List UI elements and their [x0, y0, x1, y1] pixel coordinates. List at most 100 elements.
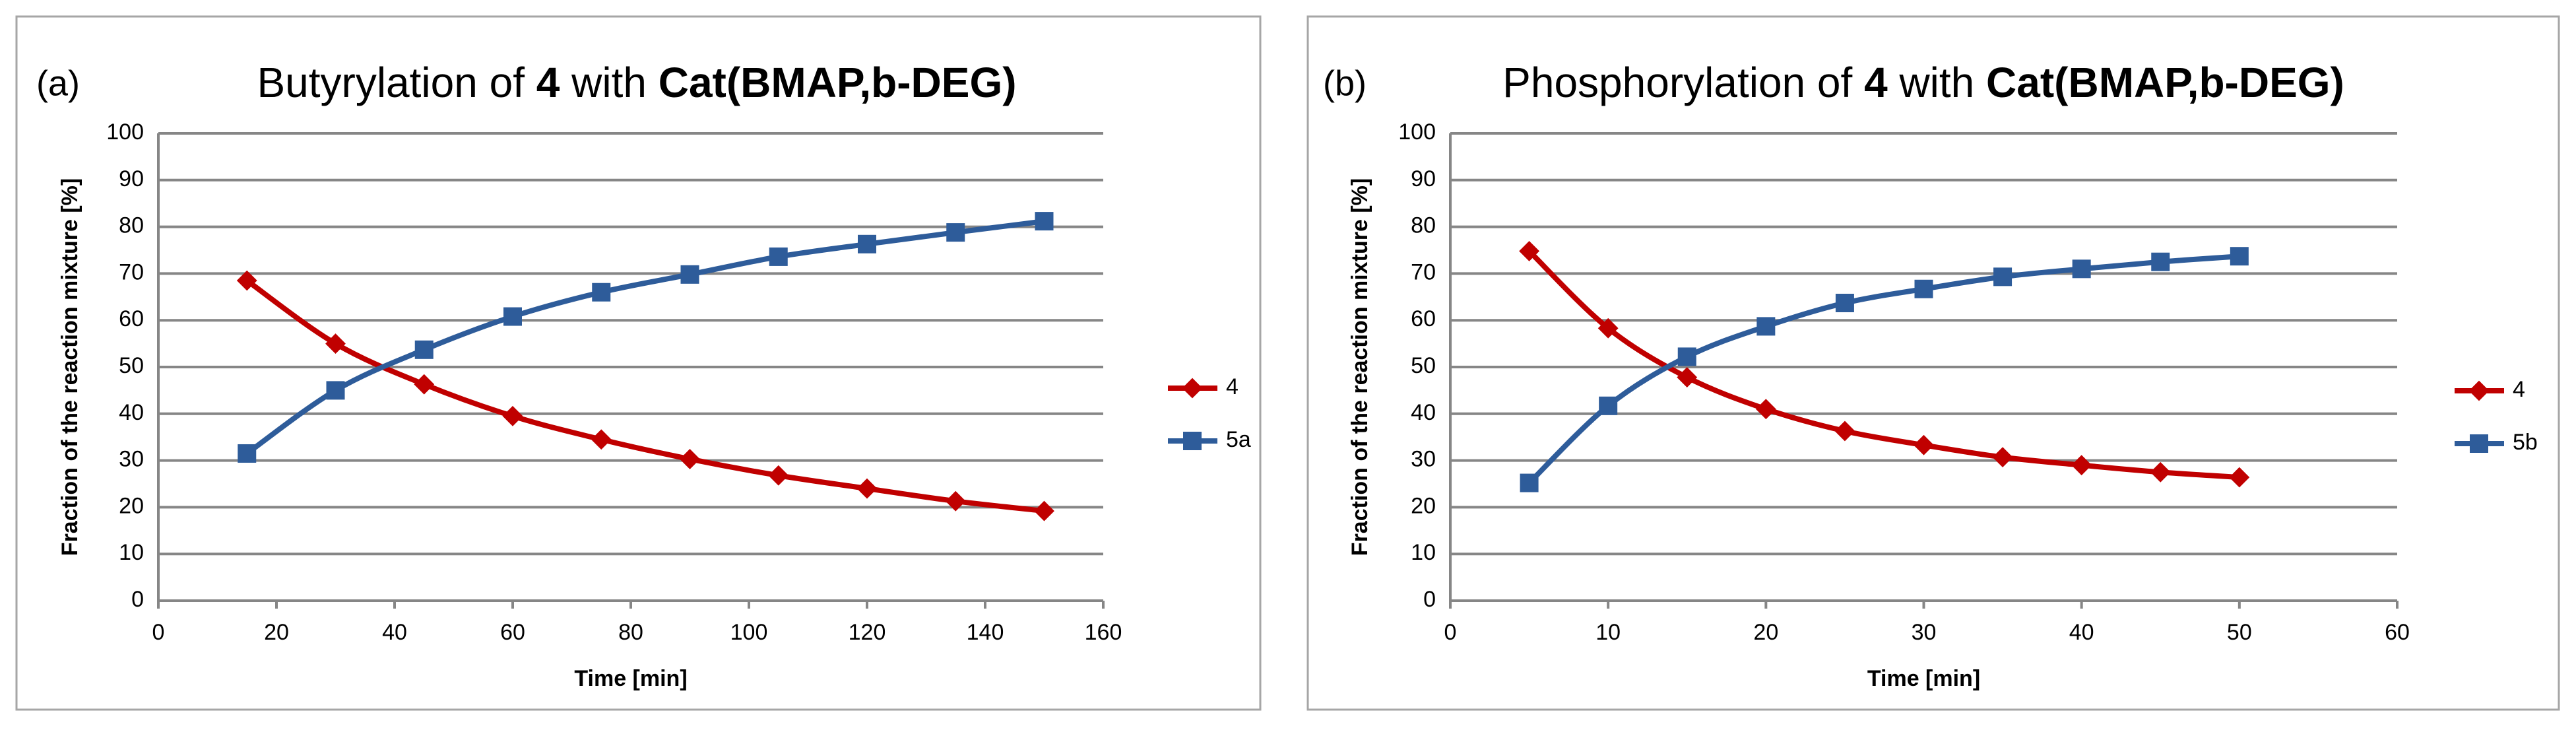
chart-title: Butyrylation of 4 with Cat(BMAP,b-DEG): [257, 59, 1016, 106]
data-point-4: [1519, 241, 1539, 261]
x-tick-label: 50: [2227, 620, 2252, 645]
y-axis-label: Fraction of the reaction mixture [%]: [1347, 178, 1372, 556]
data-point-5a: [414, 340, 434, 359]
data-point-5b: [1993, 267, 2012, 286]
data-point-5a: [769, 247, 788, 266]
data-point-5a: [858, 234, 876, 253]
data-point-4: [1677, 367, 1698, 387]
series-line-4: [1527, 249, 2240, 481]
data-point-5b: [1756, 317, 1776, 336]
data-point-5a: [238, 444, 257, 463]
data-point-5a: [592, 283, 611, 302]
data-point-4: [414, 374, 435, 395]
data-point-5a: [946, 223, 965, 242]
data-point-4: [1034, 500, 1054, 521]
x-tick-label: 40: [2069, 620, 2094, 645]
chart-title-part: Cat(BMAP,b-DEG): [1974, 59, 2344, 106]
x-tick-label: 140: [967, 620, 1004, 645]
x-tick-label: 10: [1595, 620, 1621, 645]
data-point-4: [1755, 399, 1776, 420]
y-tick-label: 90: [119, 166, 144, 191]
y-tick-label: 30: [119, 447, 144, 472]
y-tick-label: 80: [1411, 213, 1436, 238]
x-tick-label: 160: [1085, 620, 1122, 645]
data-point-4: [1914, 434, 1934, 455]
series-line-5a: [245, 218, 1045, 456]
y-tick-label: 20: [1411, 493, 1436, 518]
data-point-4: [2229, 467, 2250, 488]
series-line-5b: [1527, 253, 2240, 485]
y-tick-label: 10: [1411, 540, 1436, 565]
panel-frame: [1306, 15, 2560, 711]
chart-panel-a: (a) Butyrylation of 4 with Cat(BMAP,b-DEG…: [15, 15, 1262, 711]
data-point-4: [2150, 461, 2171, 483]
x-tick-label: 0: [152, 620, 165, 645]
y-tick-label: 20: [119, 493, 144, 518]
chart-title-part: Cat(BMAP,b-DEG): [647, 59, 1017, 106]
y-tick-label: 0: [131, 587, 144, 612]
chart-title-part: 4: [525, 59, 560, 106]
chart-title: Phosphorylation of 4 with Cat(BMAP,b-DEG…: [1502, 59, 2344, 106]
panel-label: (b): [1323, 63, 1367, 103]
data-point-5b: [1914, 279, 1933, 298]
panel-label: (a): [36, 63, 80, 103]
x-axis-label: Time [min]: [1867, 666, 1980, 691]
y-tick-label: 60: [119, 306, 144, 331]
legend-marker-4: [2468, 380, 2490, 401]
series-line-4: [245, 278, 1045, 514]
x-tick-label: 30: [1912, 620, 1937, 645]
x-tick-label: 80: [618, 620, 643, 645]
data-point-4: [945, 490, 966, 512]
panel-frame: [15, 15, 1262, 711]
y-tick-label: 40: [1411, 400, 1436, 425]
x-tick-label: 100: [730, 620, 768, 645]
y-tick-label: 40: [119, 400, 144, 425]
data-point-5b: [1520, 473, 1539, 492]
x-tick-label: 40: [382, 620, 407, 645]
y-tick-label: 100: [1398, 119, 1436, 145]
data-point-5b: [2230, 247, 2249, 266]
data-point-5a: [326, 381, 345, 400]
y-tick-label: 90: [1411, 166, 1436, 191]
x-axis-label: Time [min]: [574, 666, 687, 691]
x-tick-label: 60: [2385, 620, 2410, 645]
data-point-5a: [1035, 212, 1054, 231]
data-point-4: [856, 478, 878, 499]
x-tick-label: 60: [500, 620, 525, 645]
y-tick-label: 30: [1411, 447, 1436, 472]
x-tick-label: 120: [849, 620, 886, 645]
data-point-5a: [680, 265, 699, 284]
x-tick-label: 20: [264, 620, 289, 645]
y-tick-label: 10: [119, 540, 144, 565]
x-tick-label: 0: [1444, 620, 1457, 645]
data-point-4: [1992, 447, 2013, 468]
data-point-4: [502, 405, 523, 426]
y-tick-label: 60: [1411, 306, 1436, 331]
x-tick-label: 20: [1753, 620, 1778, 645]
y-axis-label: Fraction of the reaction mixture [%]: [57, 178, 82, 556]
y-tick-label: 0: [1423, 587, 1436, 612]
legend-marker-5a: [1183, 432, 1202, 450]
y-tick-label: 100: [106, 119, 144, 145]
y-tick-label: 70: [1411, 259, 1436, 285]
chart-title-part: Phosphorylation: [1502, 59, 1805, 106]
y-tick-label: 70: [119, 259, 144, 285]
legend-marker-4: [1182, 378, 1203, 399]
chart-title-part: Butyrylation: [257, 59, 477, 106]
data-point-4: [236, 270, 257, 291]
legend-label-5a: 5a: [1226, 427, 1251, 452]
chart-title-part: of: [1805, 59, 1852, 106]
y-tick-label: 50: [119, 353, 144, 378]
data-point-4: [1597, 318, 1619, 339]
data-point-4: [1834, 420, 1855, 442]
data-point-4: [325, 333, 346, 354]
chart-title-part: with: [560, 59, 647, 106]
data-point-5b: [2072, 259, 2091, 279]
y-tick-label: 50: [1411, 353, 1436, 378]
data-point-5b: [2151, 252, 2170, 271]
legend-marker-5b: [2470, 434, 2488, 453]
data-point-5a: [503, 307, 522, 326]
data-point-4: [680, 449, 700, 469]
legend-label-4: 4: [1226, 374, 1239, 399]
